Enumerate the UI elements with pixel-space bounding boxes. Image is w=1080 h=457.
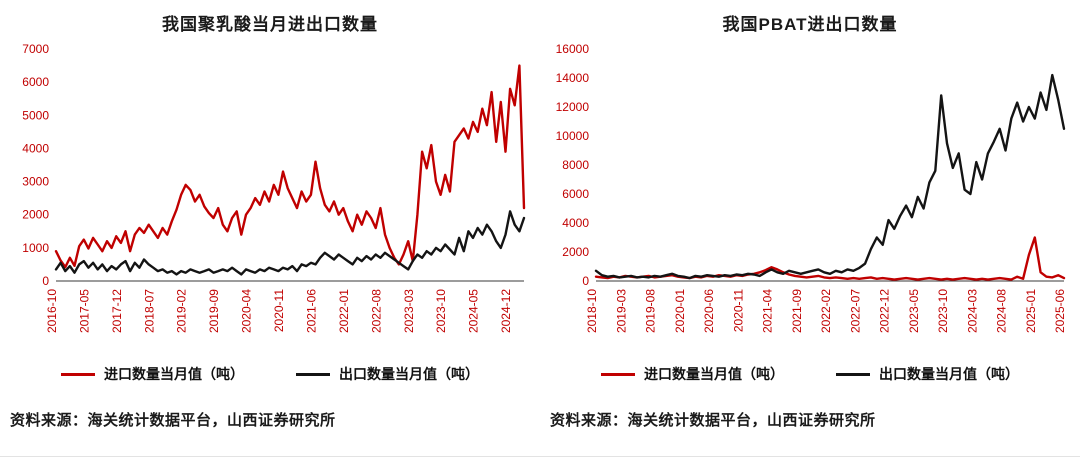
legend-item-import: 进口数量当月值（吨）	[61, 364, 244, 384]
svg-text:2022-07: 2022-07	[848, 289, 862, 333]
svg-text:14000: 14000	[556, 71, 590, 85]
svg-text:2024-08: 2024-08	[995, 289, 1009, 333]
svg-text:2025-06: 2025-06	[1053, 289, 1067, 333]
svg-text:1000: 1000	[22, 241, 49, 255]
chart-legend-pla: 进口数量当月值（吨） 出口数量当月值（吨）	[0, 361, 540, 387]
svg-text:2021-06: 2021-06	[304, 289, 318, 333]
chart-title-pla: 我国聚乳酸当月进出口数量	[162, 15, 378, 34]
svg-text:8000: 8000	[562, 158, 589, 172]
svg-text:7000: 7000	[22, 42, 49, 56]
svg-text:2018-07: 2018-07	[142, 289, 156, 333]
svg-text:2023-03: 2023-03	[402, 289, 416, 333]
chart-block-pla: 我国聚乳酸当月进出口数量 0 1000 2000 3000 4000 5000 6000 70…	[0, 0, 540, 456]
svg-text:3000: 3000	[22, 175, 49, 189]
svg-text:6000: 6000	[562, 187, 589, 201]
svg-text:0: 0	[582, 274, 589, 288]
svg-text:2019-08: 2019-08	[644, 289, 658, 333]
legend-label-export: 出口数量当月值（吨）	[879, 366, 1019, 382]
svg-text:2000: 2000	[562, 245, 589, 259]
import-line-swatch	[601, 372, 635, 376]
svg-text:4000: 4000	[562, 216, 589, 230]
svg-text:2018-10: 2018-10	[585, 289, 599, 333]
svg-text:2020-11: 2020-11	[731, 289, 745, 332]
pbat-line-chart: 0 2000 4000 6000 8000 10000 12000 14000 16000 201…	[540, 35, 1080, 361]
svg-text:6000: 6000	[22, 75, 49, 89]
import-line-swatch	[61, 372, 95, 376]
svg-text:2019-02: 2019-02	[175, 289, 189, 333]
svg-text:2019-09: 2019-09	[207, 289, 221, 333]
source-note-pla: 资料来源：海关统计数据平台，山西证券研究所	[10, 412, 336, 429]
legend-item-export: 出口数量当月值（吨）	[836, 364, 1019, 384]
svg-text:2020-04: 2020-04	[240, 289, 254, 333]
svg-text:2021-04: 2021-04	[761, 289, 775, 333]
svg-text:16000: 16000	[556, 42, 590, 56]
export-line-swatch	[836, 372, 870, 376]
legend-item-export: 出口数量当月值（吨）	[296, 364, 479, 384]
legend-item-import: 进口数量当月值（吨）	[601, 364, 784, 384]
svg-text:2016-10: 2016-10	[45, 289, 59, 333]
svg-text:0: 0	[42, 274, 49, 288]
export-line-swatch	[296, 372, 330, 376]
svg-text:2025-01: 2025-01	[1024, 289, 1038, 333]
svg-text:10000: 10000	[556, 129, 590, 143]
svg-text:2024-12: 2024-12	[499, 289, 513, 333]
source-note-pbat: 资料来源：海关统计数据平台，山西证券研究所	[550, 412, 876, 429]
svg-text:2022-08: 2022-08	[369, 289, 383, 333]
svg-text:2023-10: 2023-10	[434, 289, 448, 333]
svg-text:4000: 4000	[22, 141, 49, 155]
svg-text:2023-05: 2023-05	[907, 289, 921, 333]
svg-text:2024-03: 2024-03	[965, 289, 979, 333]
svg-text:2017-05: 2017-05	[77, 289, 91, 333]
svg-text:2023-10: 2023-10	[936, 289, 950, 333]
legend-label-export: 出口数量当月值（吨）	[339, 366, 479, 382]
svg-text:2024-05: 2024-05	[467, 289, 481, 333]
svg-text:5000: 5000	[22, 108, 49, 122]
svg-text:2022-12: 2022-12	[878, 289, 892, 333]
chart-legend-pbat: 进口数量当月值（吨） 出口数量当月值（吨）	[540, 361, 1080, 387]
svg-text:2020-01: 2020-01	[673, 289, 687, 333]
svg-text:2021-09: 2021-09	[790, 289, 804, 333]
svg-text:2020-06: 2020-06	[702, 289, 716, 333]
chart-title-pbat: 我国PBAT进出口数量	[722, 15, 898, 34]
svg-text:12000: 12000	[556, 100, 590, 114]
svg-text:2000: 2000	[22, 208, 49, 222]
svg-text:2017-12: 2017-12	[110, 289, 124, 333]
legend-label-import: 进口数量当月值（吨）	[644, 366, 784, 382]
chart-block-pbat: 我国PBAT进出口数量 0 2000 4000 6000 8000 10000 12000 1…	[540, 0, 1080, 456]
pla-line-chart: 0 1000 2000 3000 4000 5000 6000 7000 2016-10 2017…	[0, 35, 540, 361]
svg-text:2019-03: 2019-03	[614, 289, 628, 333]
svg-text:2022-01: 2022-01	[337, 289, 351, 333]
svg-text:2020-11: 2020-11	[272, 289, 286, 332]
legend-label-import: 进口数量当月值（吨）	[104, 366, 244, 382]
svg-text:2022-02: 2022-02	[819, 289, 833, 333]
